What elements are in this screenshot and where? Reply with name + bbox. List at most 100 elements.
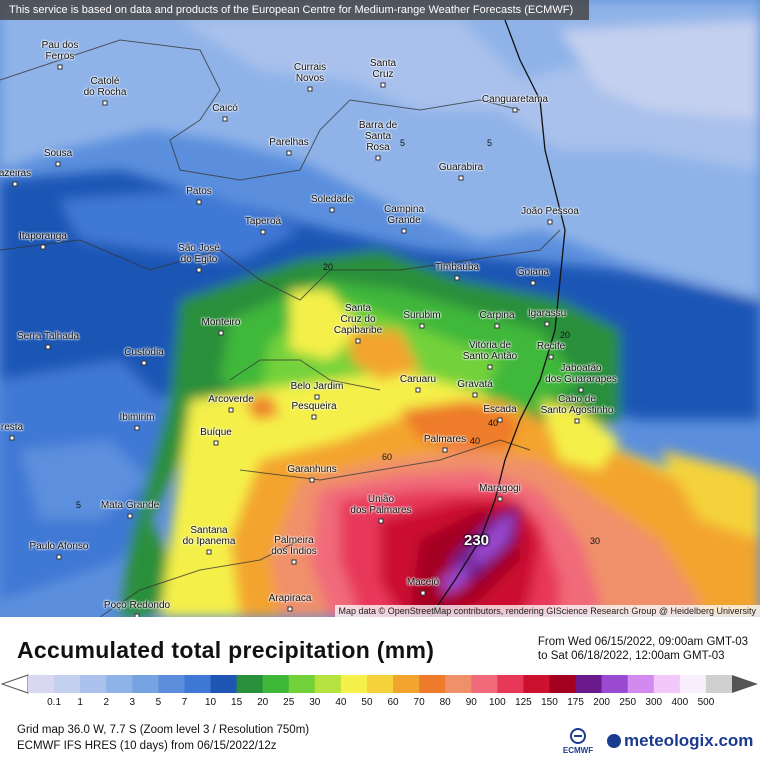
city-label: Taperoá <box>244 216 282 227</box>
city-label: Paulo Afonso <box>29 541 89 552</box>
scale-swatch <box>262 675 290 693</box>
isoline-label: 5 <box>487 138 493 148</box>
city-marker <box>102 100 108 106</box>
city-label: Escada <box>483 404 517 415</box>
scale-swatch <box>601 675 629 693</box>
city-label: Palmares <box>423 434 467 445</box>
isoline-label: 40 <box>470 436 481 446</box>
scale-tick-label: 400 <box>671 697 689 708</box>
scale-tick-label: 3 <box>129 697 136 708</box>
city-label: Maceió <box>406 577 440 588</box>
scale-swatch <box>288 675 316 693</box>
city-marker <box>547 219 553 225</box>
scale-tick-label: 10 <box>204 697 217 708</box>
legend-panel: Accumulated total precipitation (mm) Fro… <box>0 617 760 760</box>
scale-swatch <box>497 675 524 693</box>
meteologix-logo[interactable]: meteologix.com <box>607 731 753 751</box>
city-label: Patos <box>186 186 212 197</box>
city-label: João Pessoa <box>521 206 579 217</box>
ecmwf-icon <box>570 728 586 744</box>
scale-tick-label: 250 <box>619 697 637 708</box>
city-marker <box>574 418 580 424</box>
city-marker <box>9 435 15 441</box>
isoline-label: 60 <box>382 452 393 462</box>
data-source-notice: This service is based on data and produc… <box>0 0 589 20</box>
city-label: Mata Grande <box>100 500 160 511</box>
peak-value-label: 230 <box>464 532 490 549</box>
city-label: União dos Palmares <box>350 494 412 516</box>
scale-tick-label: 50 <box>361 697 373 708</box>
city-label: Vitória de Santo Antão <box>462 340 518 362</box>
city-label: Canguaretama <box>481 94 549 105</box>
city-label: Currais Novos <box>293 62 327 84</box>
isoline-label: 30 <box>590 536 601 546</box>
city-marker <box>291 559 297 565</box>
scale-swatch <box>627 675 655 693</box>
city-marker <box>287 606 293 612</box>
city-label: Arcoverde <box>208 394 254 405</box>
city-marker <box>530 280 536 286</box>
city-label: Goiana <box>516 267 550 278</box>
scale-tick-label: 175 <box>567 697 584 708</box>
scale-tick-label: 15 <box>231 697 243 708</box>
city-marker <box>286 150 292 156</box>
scale-tick-label: 200 <box>593 697 610 708</box>
city-label: Soledade <box>310 194 354 205</box>
scale-tick-label: 300 <box>645 697 663 708</box>
city-label: resta <box>0 422 24 433</box>
scale-tick-label: 125 <box>515 697 532 708</box>
city-marker <box>134 425 140 431</box>
city-label: Custódia <box>124 347 164 358</box>
city-marker <box>442 447 448 453</box>
city-marker <box>206 549 212 555</box>
isoline-label: 5 <box>400 138 406 148</box>
city-marker <box>419 323 425 329</box>
city-marker <box>309 477 315 483</box>
meteologix-icon <box>607 734 621 748</box>
city-marker <box>548 354 554 360</box>
city-label: azeiras <box>0 168 32 179</box>
city-label: Pau dos Ferros <box>41 40 79 62</box>
city-marker <box>40 244 46 250</box>
scale-min-arrow <box>0 674 29 694</box>
scale-tick-label: 5 <box>155 697 162 708</box>
city-label: Serra Talhada <box>16 331 80 342</box>
scale-tick-label: 60 <box>387 697 399 708</box>
scale-tick-label: 0.1 <box>47 697 62 708</box>
ecmwf-logo[interactable]: ECMWF <box>560 728 596 758</box>
scale-swatch <box>184 675 212 693</box>
scale-tick-label: 70 <box>413 697 425 708</box>
city-label: Santa Cruz <box>369 58 397 80</box>
scale-tick-label: 150 <box>541 697 558 708</box>
city-marker <box>329 207 335 213</box>
city-marker <box>222 116 228 122</box>
scale-swatch <box>471 675 498 693</box>
city-marker <box>415 387 421 393</box>
city-label: Pesqueira <box>291 401 337 412</box>
city-label: Guarabira <box>438 162 484 173</box>
city-label: Caicó <box>212 103 238 114</box>
scale-swatch <box>236 675 264 693</box>
time-range: From Wed 06/15/2022, 09:00am GMT-03 to S… <box>538 635 748 663</box>
city-label: Igarassu <box>527 308 567 319</box>
scale-swatch <box>419 675 446 693</box>
city-label: Garanhuns <box>287 464 337 475</box>
map-attribution[interactable]: Map data © OpenStreetMap contributors, r… <box>334 605 760 617</box>
scale-tick-label: 7 <box>181 697 188 708</box>
city-marker <box>260 229 266 235</box>
city-marker <box>497 417 503 423</box>
city-marker <box>454 275 460 281</box>
city-marker <box>420 590 426 596</box>
isoline-label: 5 <box>76 500 82 510</box>
scale-swatch <box>314 675 342 693</box>
scale-swatch <box>653 675 681 693</box>
precipitation-map[interactable]: This service is based on data and produc… <box>0 0 760 617</box>
map-canvas <box>0 0 760 617</box>
scale-swatch <box>523 675 550 693</box>
time-range-from: From Wed 06/15/2022, 09:00am GMT-03 <box>537 636 748 648</box>
city-marker <box>497 496 503 502</box>
city-label: Timbaúba <box>434 262 480 273</box>
city-marker <box>134 613 140 617</box>
city-label: Cabo de Santo Agostinho <box>540 394 614 416</box>
city-marker <box>311 414 317 420</box>
